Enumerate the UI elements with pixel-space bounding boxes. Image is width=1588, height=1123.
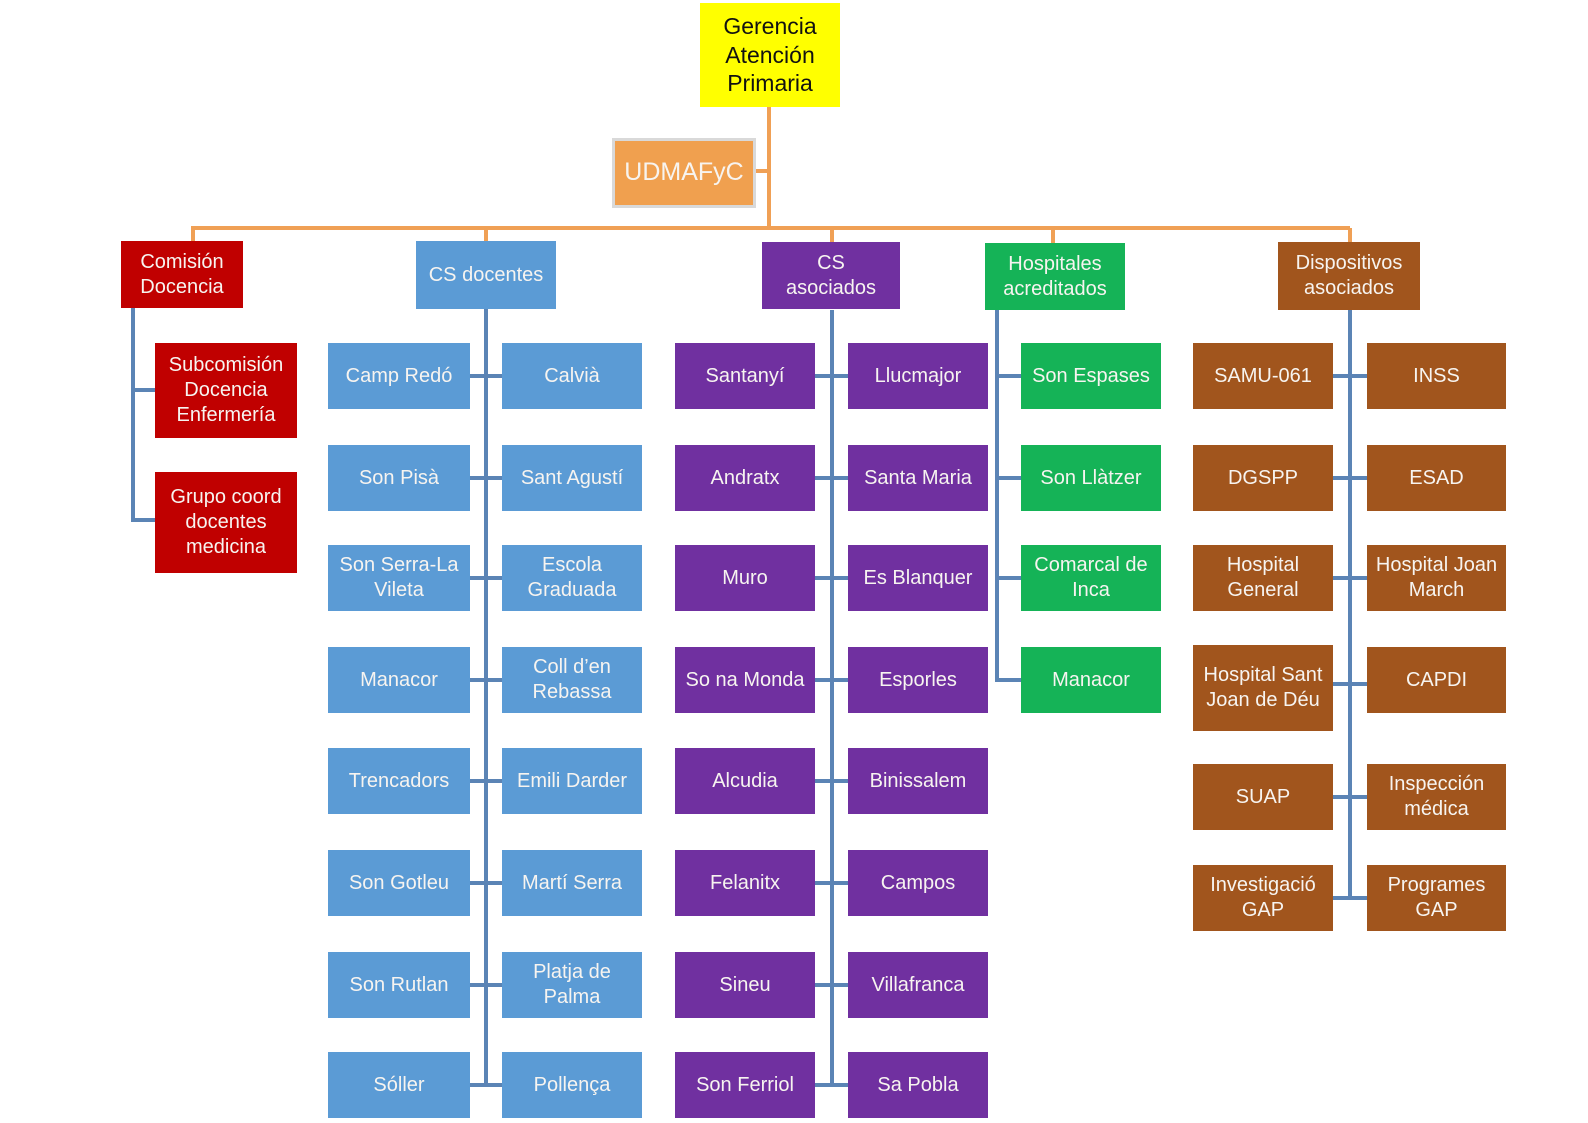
org-node: ESAD — [1367, 445, 1506, 511]
org-node: Son Pisà — [328, 445, 470, 511]
connector-line — [995, 476, 1021, 480]
branch-header-comision-docencia: Comisión Docencia — [121, 241, 243, 308]
connector-line — [815, 476, 848, 480]
org-node: Subcomisión Docencia Enfermería — [155, 343, 297, 438]
branch-header-cs-docentes: CS docentes — [416, 241, 556, 309]
connector-line — [815, 374, 848, 378]
org-node: Son Gotleu — [328, 850, 470, 916]
org-node: Grupo coord docentes medicina — [155, 472, 297, 573]
connector-line — [131, 518, 157, 522]
connector-line — [470, 1083, 502, 1087]
connector-line — [995, 678, 1021, 682]
branch-header-cs-asociados: CS asociados — [762, 242, 900, 309]
connector-line — [470, 678, 502, 682]
org-node: Es Blanquer — [848, 545, 988, 611]
connector-line — [191, 228, 195, 242]
connector-line — [1333, 374, 1367, 378]
org-node: Inspección médica — [1367, 764, 1506, 830]
org-node: Son Rutlan — [328, 952, 470, 1018]
org-node: Santa Maria — [848, 445, 988, 511]
connector-line — [470, 374, 502, 378]
org-node: Son Espases — [1021, 343, 1161, 409]
org-node: Andratx — [675, 445, 815, 511]
org-node: Esporles — [848, 647, 988, 713]
connector-line — [995, 576, 1021, 580]
org-node: So na Monda — [675, 647, 815, 713]
org-node: Hospital General — [1193, 545, 1333, 611]
connector-line — [470, 983, 502, 987]
connector-line — [191, 226, 1350, 230]
org-node: Programes GAP — [1367, 865, 1506, 931]
org-node: DGSPP — [1193, 445, 1333, 511]
org-node: Hospital Joan March — [1367, 545, 1506, 611]
org-node: Felanitx — [675, 850, 815, 916]
org-node: Alcudia — [675, 748, 815, 814]
org-node: Son Serra-La Vileta — [328, 545, 470, 611]
org-node: Martí Serra — [502, 850, 642, 916]
connector-line — [131, 308, 135, 522]
org-node: Pollença — [502, 1052, 642, 1118]
org-node: Platja de Palma — [502, 952, 642, 1018]
connector-line — [1333, 795, 1367, 799]
connector-line — [470, 576, 502, 580]
org-node: Llucmajor — [848, 343, 988, 409]
connector-line — [756, 169, 769, 173]
branch-header-hospitales-acreditados: Hospitales acreditados — [985, 243, 1125, 310]
connector-line — [815, 779, 848, 783]
org-node: Escola Graduada — [502, 545, 642, 611]
connector-line — [1333, 682, 1367, 686]
connector-line — [995, 310, 999, 682]
org-node: Investigació GAP — [1193, 865, 1333, 931]
org-node: Sant Agustí — [502, 445, 642, 511]
org-node: Son Llàtzer — [1021, 445, 1161, 511]
org-node: Villafranca — [848, 952, 988, 1018]
unit-node-udmafyc: UDMAFyC — [612, 138, 756, 208]
org-node: SUAP — [1193, 764, 1333, 830]
root-node-gerencia: Gerencia Atención Primaria — [700, 3, 840, 107]
connector-line — [815, 983, 848, 987]
branch-header-dispositivos-asociados: Dispositivos asociados — [1278, 242, 1420, 310]
connector-line — [1333, 476, 1367, 480]
org-node: Comarcal de Inca — [1021, 545, 1161, 611]
connector-line — [767, 107, 771, 230]
connector-line — [830, 310, 834, 1085]
connector-line — [1051, 228, 1055, 244]
org-node: Binissalem — [848, 748, 988, 814]
org-node: INSS — [1367, 343, 1506, 409]
connector-line — [484, 228, 488, 242]
org-node: Calvià — [502, 343, 642, 409]
org-node: Santanyí — [675, 343, 815, 409]
connector-line — [995, 374, 1021, 378]
connector-line — [470, 881, 502, 885]
org-node: SAMU-061 — [1193, 343, 1333, 409]
org-node: Emili Darder — [502, 748, 642, 814]
connector-line — [1333, 896, 1367, 900]
org-node: Hospital Sant Joan de Déu — [1193, 645, 1333, 731]
connector-line — [815, 881, 848, 885]
org-node: Manacor — [1021, 647, 1161, 713]
org-node: Campos — [848, 850, 988, 916]
org-node: Camp Redó — [328, 343, 470, 409]
connector-line — [815, 576, 848, 580]
org-node: Sa Pobla — [848, 1052, 988, 1118]
org-node: Sóller — [328, 1052, 470, 1118]
connector-line — [830, 228, 834, 243]
connector-line — [1348, 228, 1352, 243]
org-node: Manacor — [328, 647, 470, 713]
org-node: Muro — [675, 545, 815, 611]
connector-line — [1348, 310, 1352, 900]
org-node: Trencadors — [328, 748, 470, 814]
connector-line — [1333, 576, 1367, 580]
connector-line — [470, 476, 502, 480]
org-node: CAPDI — [1367, 647, 1506, 713]
connector-line — [470, 779, 502, 783]
connector-line — [131, 388, 157, 392]
connector-line — [484, 309, 488, 1085]
org-node: Sineu — [675, 952, 815, 1018]
org-node: Son Ferriol — [675, 1052, 815, 1118]
connector-line — [815, 1083, 848, 1087]
connector-line — [815, 678, 848, 682]
org-node: Coll d’en Rebassa — [502, 647, 642, 713]
